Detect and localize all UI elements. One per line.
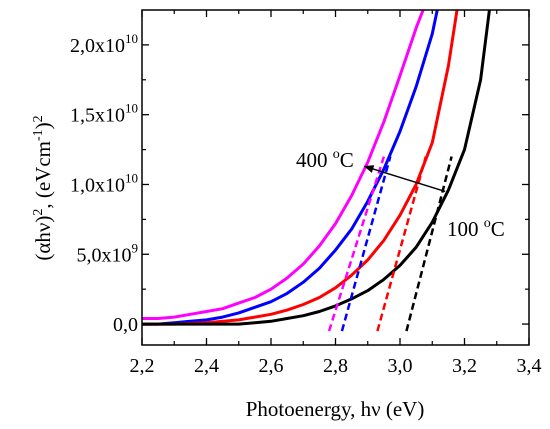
fit-line-1	[327, 156, 386, 332]
annotation-400c: 400 oC	[296, 147, 354, 172]
series-layer	[142, 10, 491, 326]
y-tick-label: 2,0x1010	[70, 31, 138, 57]
x-axis-label: Photoenergy, hν (eV)	[246, 397, 425, 421]
x-tick-label: 2,4	[194, 355, 219, 377]
fit-line-4	[405, 156, 453, 332]
y-tick-label: 1,5x1010	[70, 101, 138, 127]
x-tick-label: 2,2	[130, 355, 155, 377]
y-tick-label: 0,0	[113, 314, 138, 336]
fit-line-2	[340, 156, 392, 332]
series-line-1	[142, 10, 425, 320]
fit-lines-layer	[327, 156, 453, 332]
fit-line-3	[376, 156, 428, 332]
y-tick-label: 1,0x1010	[70, 170, 138, 196]
series-line-2	[142, 10, 439, 326]
x-tick-label: 3,0	[388, 355, 413, 377]
series-line-4	[142, 10, 491, 326]
x-tick-label: 2,8	[323, 355, 348, 377]
x-tick-label: 2,6	[259, 355, 284, 377]
y-tick-label: 5,0x109	[77, 240, 139, 266]
temperature-trend-arrow	[363, 165, 446, 193]
x-tick-label: 3,4	[517, 355, 542, 377]
x-tick-label: 3,2	[452, 355, 477, 377]
plot-frame	[141, 9, 530, 346]
annotation-100c: 100 oC	[447, 216, 505, 241]
y-axis-label: (αhν)2, (eVcm-1)2	[31, 115, 55, 260]
ticks-layer: 2,2 2,4 2,6 2,8 3,0 3,2 3,4 0,0 5,0x109 1,0x1010 1…	[70, 10, 542, 377]
